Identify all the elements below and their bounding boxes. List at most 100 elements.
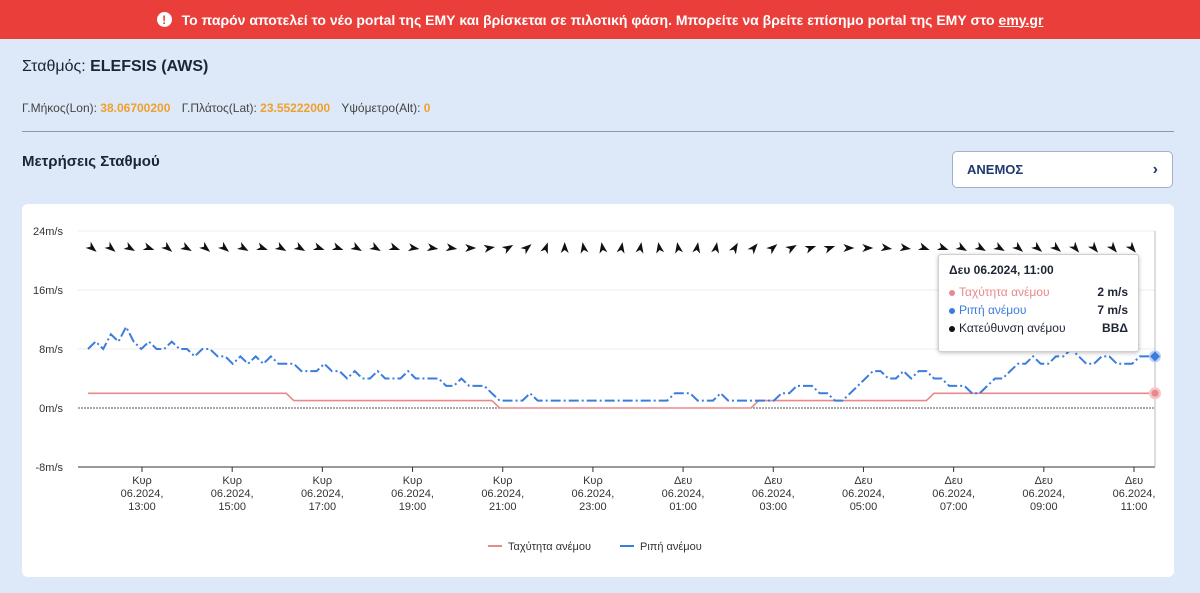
wind-direction-arrow — [483, 244, 496, 253]
x-tick-label: 17:00 — [309, 501, 337, 513]
wind-direction-arrow — [766, 244, 778, 255]
wind-direction-arrow — [465, 244, 477, 252]
wind-direction-arrow — [274, 242, 287, 251]
x-tick-label: Κυρ — [313, 475, 333, 487]
tooltip-row-speed: Ταχύτητα ανέμου 2 m/s — [949, 283, 1128, 301]
wind-direction-arrow — [199, 241, 211, 252]
tooltip-row-value: 7 m/s — [1097, 303, 1128, 317]
lon-value: 38.06700200 — [100, 101, 171, 115]
wind-direction-arrow — [936, 242, 949, 251]
lat-value: 23.55222000 — [260, 101, 331, 115]
tooltip-row-label: Ριπή ανέμου — [959, 303, 1027, 317]
x-tick-label: 19:00 — [399, 501, 427, 513]
legend-label: Ριπή ανέμου — [640, 541, 702, 553]
legend-label: Ταχύτητα ανέμου — [508, 541, 591, 553]
wind-direction-arrow — [955, 242, 967, 251]
tooltip-row-label: Κατεύθυνση ανέμου — [959, 321, 1066, 335]
pilot-banner: ! Το παρόν αποτελεί το νέο portal της ΕΜ… — [0, 0, 1200, 39]
wind-direction-arrow — [350, 242, 362, 251]
x-tick-label: 06.2024, — [1113, 488, 1156, 500]
emy-link[interactable]: emy.gr — [998, 11, 1044, 28]
wind-direction-arrow — [711, 242, 720, 254]
tooltip-row-gust: Ριπή ανέμου 7 m/s — [949, 301, 1128, 319]
wind-direction-arrow — [804, 245, 817, 254]
wind-direction-arrow — [85, 241, 97, 252]
alt-label: Υψόμετρο(Alt): — [341, 101, 421, 115]
x-tick-label: 13:00 — [128, 501, 156, 513]
wind-direction-arrow — [1106, 241, 1117, 253]
x-tick-label: 23:00 — [579, 501, 607, 513]
x-tick-label: Κυρ — [493, 475, 513, 487]
y-tick-label: 0m/s — [39, 403, 63, 415]
chevron-right-icon: › — [1152, 160, 1158, 178]
wind-direction-arrow — [747, 243, 758, 255]
wind-direction-arrow — [426, 243, 439, 252]
x-tick-label: 06.2024, — [1022, 488, 1065, 500]
speed-dot-icon — [949, 289, 955, 296]
wind-direction-arrow — [445, 243, 458, 252]
tooltip-row-label: Ταχύτητα ανέμου — [959, 285, 1050, 299]
direction-dot-icon — [949, 325, 955, 332]
banner-text: Το παρόν αποτελεί το νέο portal της ΕΜΥ … — [181, 11, 995, 28]
wind-direction-arrow — [388, 242, 401, 251]
x-tick-label: 06.2024, — [481, 488, 524, 500]
wind-direction-arrow — [843, 244, 855, 252]
wind-direction-arrow — [785, 245, 797, 254]
wind-direction-arrow — [728, 242, 738, 255]
x-tick-label: 06.2024, — [752, 488, 795, 500]
wind-direction-arrow — [217, 241, 229, 252]
wind-direction-arrow — [899, 243, 912, 252]
wind-direction-arrow — [599, 242, 608, 254]
tooltip-row-value: 2 m/s — [1097, 285, 1128, 299]
x-tick-label: Κυρ — [583, 475, 603, 487]
section-title: Μετρήσεις Σταθμού — [22, 153, 160, 170]
x-tick-label: 21:00 — [489, 501, 517, 513]
wind-direction-arrow — [993, 242, 1005, 251]
wind-direction-arrow — [1069, 241, 1080, 253]
lat-label: Γ.Πλάτος(Lat): — [181, 101, 257, 115]
x-tick-label: Δευ — [674, 475, 692, 487]
alt-value: 0 — [423, 101, 431, 115]
x-tick-label: Δευ — [854, 475, 872, 487]
x-tick-label: 06.2024, — [662, 488, 705, 500]
wind-direction-arrow — [917, 242, 930, 251]
wind-direction-arrow — [580, 242, 589, 254]
wind-direction-arrow — [161, 241, 173, 252]
station-label: Σταθμός: — [22, 58, 86, 75]
measurement-select[interactable]: ΑΝΕΜΟΣ › — [952, 151, 1173, 188]
wind-direction-arrow — [880, 243, 893, 252]
x-tick-label: 06.2024, — [301, 488, 344, 500]
x-tick-label: 05:00 — [850, 501, 878, 513]
x-tick-label: 06.2024, — [932, 488, 975, 500]
x-tick-label: Κυρ — [132, 475, 152, 487]
y-tick-label: 8m/s — [39, 344, 63, 356]
y-tick-label: 24m/s — [33, 226, 63, 238]
wind-direction-arrow — [560, 242, 569, 253]
gust-marker — [1150, 351, 1160, 362]
wind-direction-arrow — [1012, 241, 1024, 252]
x-tick-label: 06.2024, — [391, 488, 434, 500]
wind-chart[interactable]: 24m/s16m/s8m/s0m/s-8m/sΚυρ06.2024,13:00Κ… — [22, 204, 1174, 577]
wind-direction-arrow — [180, 242, 192, 251]
x-tick-label: 11:00 — [1121, 501, 1148, 513]
x-tick-label: Κυρ — [403, 475, 423, 487]
x-tick-label: Δευ — [764, 475, 782, 487]
wind-direction-arrow — [312, 242, 325, 251]
x-tick-label: 06.2024, — [211, 488, 254, 500]
measurement-select-value: ΑΝΕΜΟΣ — [967, 162, 1024, 177]
x-tick-label: 06.2024, — [121, 488, 164, 500]
wind-direction-arrow — [675, 242, 684, 254]
y-tick-label: 16m/s — [33, 285, 63, 297]
gust-dot-icon — [949, 307, 955, 314]
station-title: Σταθμός: ELEFSIS (AWS) — [22, 58, 208, 76]
wind-direction-arrow — [520, 244, 532, 255]
wind-direction-arrow — [104, 241, 116, 252]
x-tick-label: 03:00 — [760, 501, 788, 513]
speed-marker — [1151, 389, 1159, 397]
wind-direction-arrow — [656, 242, 665, 254]
x-tick-label: 09:00 — [1030, 501, 1058, 513]
wind-direction-arrow — [1031, 241, 1043, 252]
wind-direction-arrow — [256, 242, 268, 251]
station-coordinates: Γ.Μήκος(Lon): 38.06700200 Γ.Πλάτος(Lat):… — [22, 101, 438, 115]
chart-tooltip: Δευ 06.2024, 11:00 Ταχύτητα ανέμου 2 m/s… — [938, 254, 1139, 352]
